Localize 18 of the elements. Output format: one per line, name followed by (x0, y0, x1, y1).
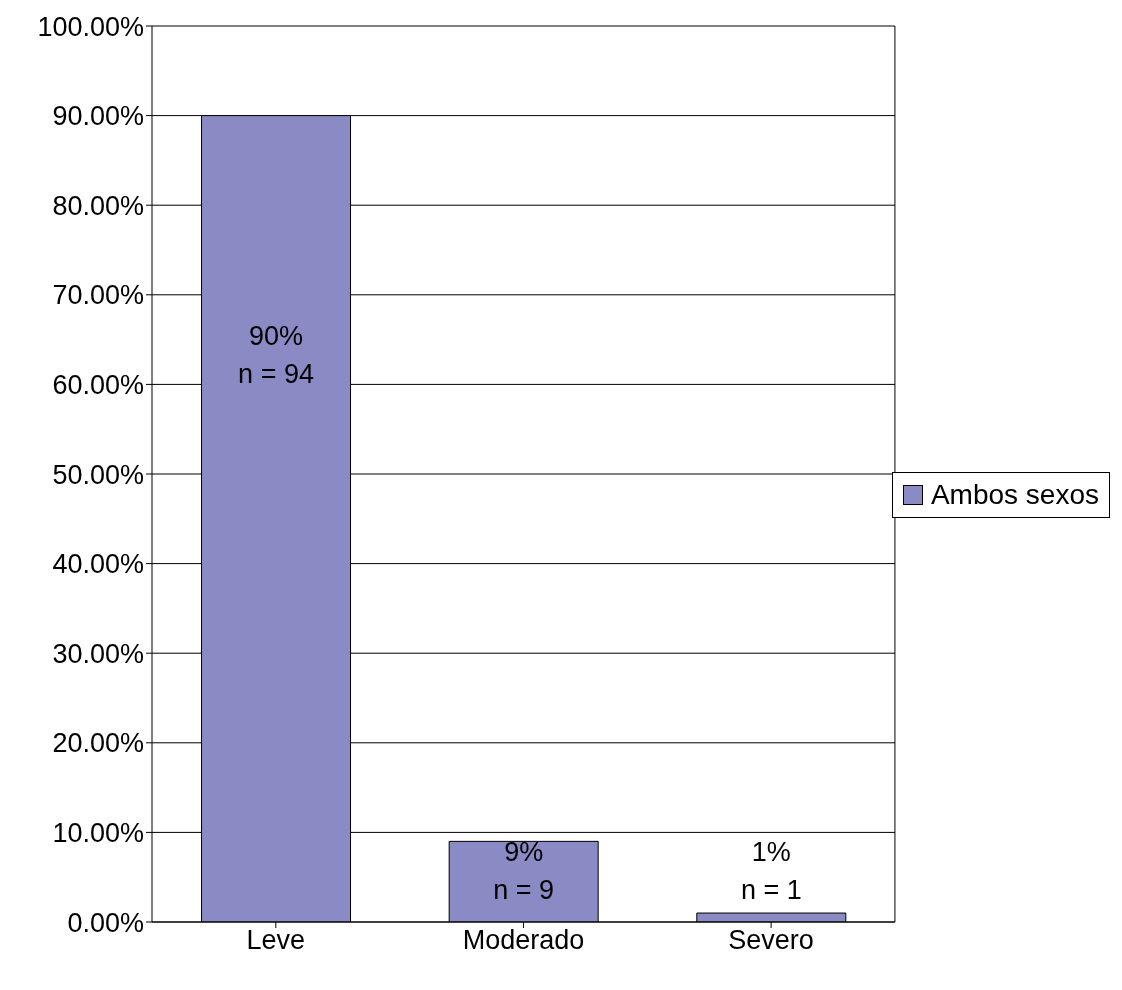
y-tick-label: 50.00% (52, 459, 144, 490)
data-label: 90% n = 94 (238, 320, 314, 389)
y-tick-label: 60.00% (52, 369, 144, 400)
y-tick-label: 90.00% (52, 101, 144, 132)
y-tick-label: 100.00% (37, 11, 144, 42)
y-tick-label: 70.00% (52, 280, 144, 311)
data-label: 9% n = 9 (493, 837, 555, 906)
x-tick-label: Leve (246, 925, 306, 956)
data-label: 1% n = 1 (740, 837, 802, 906)
legend-label: Ambos sexos (930, 479, 1099, 511)
x-tick-label: Moderado (462, 925, 585, 956)
y-tick-label: 40.00% (52, 549, 144, 580)
y-tick-label: 0.00% (67, 907, 144, 938)
y-tick-label: 20.00% (52, 728, 144, 759)
y-tick-label: 30.00% (52, 638, 144, 669)
y-tick-label: 10.00% (52, 817, 144, 848)
y-tick-label: 80.00% (52, 190, 144, 221)
x-tick-label: Severo (728, 925, 814, 956)
